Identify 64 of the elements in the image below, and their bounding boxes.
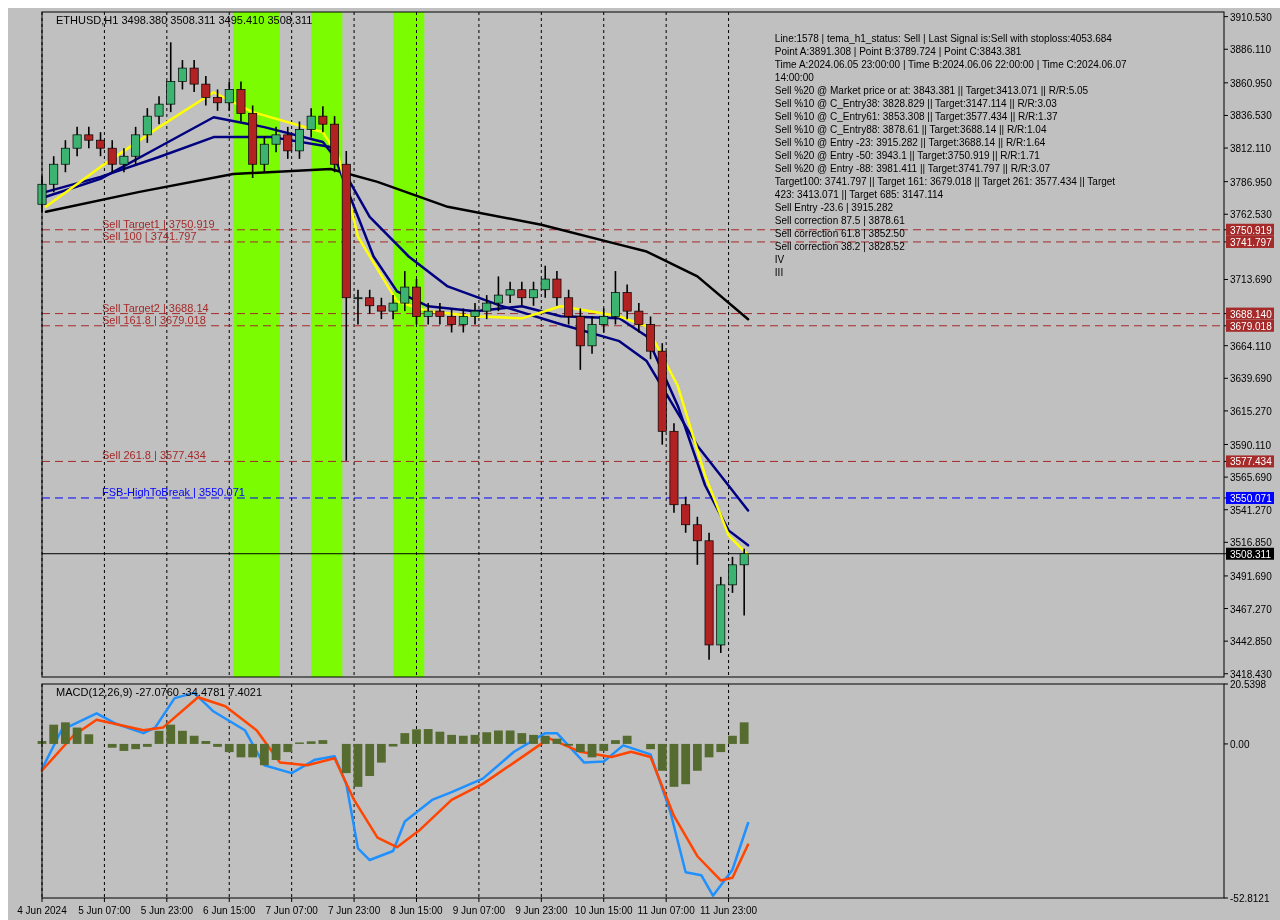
y-tick-label: 3418.430 [1230, 668, 1273, 680]
y-tick-label: 0.00 [1230, 738, 1250, 750]
y-tick-label: 3812.110 [1230, 143, 1272, 155]
y-tick-label: -52.8121 [1230, 893, 1270, 904]
annotation: Sell Entry -23.6 | 3915.282 [774, 202, 894, 213]
y-tick-label: 3688.140 [1230, 308, 1273, 320]
ref-line-label: Sell Target2 | 3688.14 [102, 301, 209, 314]
chart-title: MACD(12,26,9) -27.0760 -34.4781 7.4021 [56, 686, 263, 698]
annotation: Sell %20 @ Entry -88: 3981.411 || Target:3741.797 || R/R:3.07 [774, 163, 1051, 174]
annotation: Line:1578 | tema_h1_status: Sell | Last Signal is:Sell with stoploss:4053.684 [774, 33, 1113, 44]
annotation: Sell %20 @ Market price or at: 3843.381 || Target:3413.071 || R/R:5.05 [774, 85, 1089, 96]
y-tick-label: 3860.950 [1230, 77, 1273, 89]
annotation: Sell %10 @ C_Entry38: 3828.829 || Target:3147.114 || R/R:3.03 [774, 98, 1058, 109]
y-tick-label: 3550.071 [1230, 492, 1273, 504]
y-tick-label: 3664.110 [1230, 340, 1272, 352]
x-tick-label: 10 Jun 15:00 [574, 905, 634, 916]
y-tick-label: 3679.018 [1230, 320, 1273, 332]
x-tick-label: 7 Jun 23:00 [327, 905, 381, 916]
y-tick-label: 3508.311 [1230, 548, 1272, 560]
y-tick-label: 3615.270 [1230, 405, 1273, 417]
y-tick-label: 3639.690 [1230, 373, 1273, 385]
annotation: III [774, 267, 784, 278]
annotation: Sell correction 87.5 | 3878.61 [774, 215, 906, 226]
y-tick-label: 20.5398 [1230, 679, 1267, 690]
x-tick-label: 11 Jun 23:00 [700, 905, 758, 916]
annotation: Sell %10 @ C_Entry61: 3853.308 || Target:3577.434 || R/R:1.37 [774, 111, 1059, 122]
annotation: Sell correction 38.2 | 3828.52 [774, 241, 906, 252]
annotation: Sell %20 @ Entry -50: 3943.1 || Target:3750.919 || R/R:1.71 [774, 150, 1041, 161]
y-tick-label: 3577.434 [1230, 456, 1273, 468]
x-tick-label: 5 Jun 07:00 [78, 905, 131, 916]
x-tick-label: 4 Jun 2024 [17, 905, 68, 916]
y-tick-label: 3741.797 [1230, 236, 1273, 248]
y-tick-label: 3762.530 [1230, 209, 1273, 221]
ref-line-label: Sell 161.8 | 3679.018 [102, 313, 206, 326]
x-tick-label: 5 Jun 23:00 [140, 905, 194, 916]
ref-line-label: Sell Target1 | 3750.919 [102, 217, 215, 230]
annotation: Time A:2024.06.05 23:00:00 | Time B:2024.06.06 22:00:00 | Time C:2024.06.07 14:00:00 [774, 59, 1128, 83]
x-tick-label: 9 Jun 23:00 [515, 905, 568, 916]
annotation: Sell %10 @ Entry -23: 3915.282 || Target:3688.14 || R/R:1.64 [774, 137, 1046, 148]
annotation: Sell %10 @ C_Entry88: 3878.61 || Target:3688.14 || R/R:1.04 [774, 124, 1047, 135]
y-tick-label: 3467.270 [1230, 603, 1273, 615]
y-tick-label: 3491.690 [1230, 570, 1273, 582]
y-tick-label: 3516.850 [1230, 537, 1273, 549]
y-tick-label: 3541.270 [1230, 504, 1273, 516]
y-tick-label: 3886.110 [1230, 44, 1272, 56]
y-tick-label: 3786.950 [1230, 176, 1273, 188]
y-tick-label: 3565.690 [1230, 472, 1273, 484]
ref-line-label: Sell 261.8 | 3577.434 [102, 449, 206, 462]
y-tick-label: 3910.530 [1230, 11, 1273, 23]
y-tick-label: 3713.690 [1230, 274, 1273, 286]
annotation: IV [774, 254, 785, 265]
y-tick-label: 3750.919 [1230, 224, 1273, 236]
x-tick-label: 9 Jun 07:00 [452, 905, 506, 916]
x-tick-label: 6 Jun 15:00 [203, 905, 256, 916]
ref-line-label: Sell 100 | 3741.797 [102, 229, 197, 242]
y-tick-label: 3442.850 [1230, 636, 1273, 648]
annotation: Point A:3891.308 | Point B:3789.724 | Point C:3843.381 [774, 46, 1022, 57]
annotation: Target100: 3741.797 || Target 161: 3679.018 || Target 261: 3577.434 || Target 423: 3413.071 || Target 685: 3147.114 [774, 176, 1116, 200]
x-tick-label: 8 Jun 15:00 [390, 905, 444, 916]
y-tick-label: 3836.530 [1230, 110, 1273, 122]
x-tick-label: 7 Jun 07:00 [265, 905, 319, 916]
annotation: Sell correction 61.8 | 3852.50 [774, 228, 906, 239]
x-tick-label: 11 Jun 07:00 [637, 905, 696, 916]
y-tick-label: 3590.110 [1230, 439, 1272, 451]
